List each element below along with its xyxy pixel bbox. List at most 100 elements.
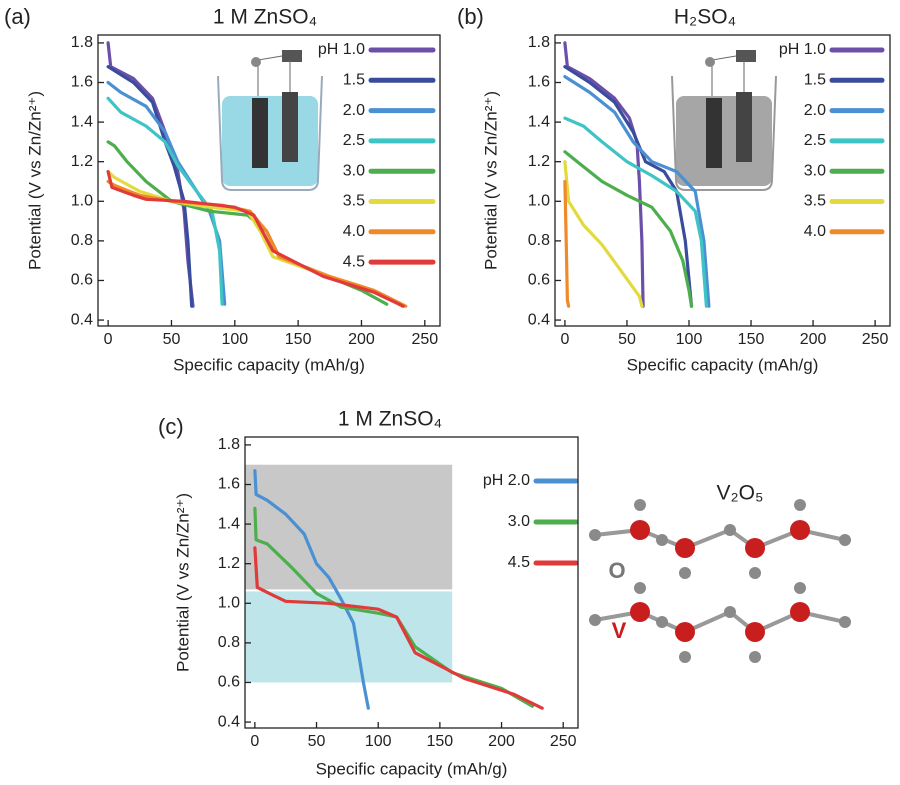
x-tick-label: 100: [365, 733, 392, 750]
o-atom: [749, 651, 761, 663]
beaker-liquid: [222, 96, 318, 186]
legend-label: 3.5: [804, 193, 826, 210]
y-tick-label: 0.4: [218, 713, 240, 730]
v2o5-structure: [589, 499, 851, 663]
v-atom: [745, 538, 765, 558]
structure-title: V₂O₅: [717, 482, 764, 505]
beaker-inset: [671, 50, 777, 191]
data-line: [563, 65, 694, 308]
v-atom: [675, 622, 695, 642]
y-axis-label: Potential (V vs Zn/Zn²⁺): [173, 493, 192, 672]
x-axis-label: Specific capacity (mAh/g): [627, 355, 819, 374]
x-tick-label: 50: [618, 331, 636, 348]
legend-label: 2.5: [804, 132, 826, 149]
chart-title: 1 M ZnSO₄: [338, 408, 442, 431]
x-tick-label: 150: [427, 733, 454, 750]
o-atom: [724, 606, 736, 618]
panel-label: (a): [4, 4, 31, 29]
o-atom: [724, 524, 736, 536]
x-tick-label: 0: [560, 331, 569, 348]
plot-frame: [554, 34, 891, 327]
beaker-liquid: [676, 96, 772, 186]
plot-frame: [244, 436, 579, 729]
legend-label: 2.0: [804, 102, 826, 119]
x-axis-label: Specific capacity (mAh/g): [173, 355, 365, 374]
data-line: [106, 41, 195, 308]
atom-label: O: [608, 558, 625, 583]
v-atom: [790, 602, 810, 622]
o-atom: [794, 499, 806, 511]
x-tick-label: 50: [163, 331, 181, 348]
legend-label: 3.0: [804, 162, 826, 179]
v-atom: [630, 520, 650, 540]
x-tick-label: 50: [308, 733, 326, 750]
x-tick-label: 200: [348, 331, 375, 348]
shaded-region: [245, 464, 453, 590]
y-axis-label: Potential (V vs Zn/Zn²⁺): [25, 91, 44, 270]
o-atom: [589, 529, 601, 541]
y-tick-label: 0.4: [528, 311, 550, 328]
meter: [282, 50, 302, 62]
legend-label: 4.5: [508, 554, 530, 571]
y-tick-label: 1.4: [71, 113, 93, 130]
y-tick-label: 1.0: [218, 595, 240, 612]
electrode: [282, 92, 298, 162]
v-atom: [630, 602, 650, 622]
y-tick-label: 1.6: [218, 476, 240, 493]
meter: [736, 50, 756, 62]
x-tick-label: 0: [104, 331, 113, 348]
data-line: [563, 75, 711, 308]
electrode: [252, 98, 268, 168]
beaker-glass: [671, 75, 777, 191]
plot-frame: [97, 34, 441, 327]
x-tick-label: 200: [488, 733, 515, 750]
y-tick-label: 0.8: [71, 232, 93, 249]
o-atom: [839, 616, 851, 628]
data-line: [253, 546, 544, 710]
data-line: [563, 179, 571, 308]
panel-label: (b): [457, 4, 484, 29]
panel-label: (c): [158, 414, 184, 439]
o-atom: [679, 651, 691, 663]
o-atom: [794, 582, 806, 594]
legend-label: pH 1.0: [779, 41, 826, 58]
y-tick-label: 1.0: [71, 193, 93, 210]
y-tick-label: 0.6: [528, 272, 550, 289]
v-atom: [790, 520, 810, 540]
legend-label: 4.5: [343, 253, 365, 270]
y-tick-label: 1.8: [71, 34, 93, 51]
y-tick-label: 0.4: [71, 311, 93, 328]
legend-label: 1.5: [343, 72, 365, 89]
o-atom: [839, 534, 851, 546]
y-tick-label: 0.6: [71, 272, 93, 289]
y-tick-label: 1.4: [528, 113, 550, 130]
beaker-inset: [217, 50, 323, 191]
y-tick-label: 0.8: [528, 232, 550, 249]
x-tick-label: 200: [800, 331, 827, 348]
data-line: [106, 96, 224, 306]
o-atom: [634, 582, 646, 594]
data-line: [106, 170, 405, 308]
o-atom: [656, 616, 668, 628]
legend-label: 2.0: [343, 102, 365, 119]
y-tick-label: 1.8: [218, 436, 240, 453]
y-tick-label: 1.2: [218, 555, 240, 572]
y-tick-label: 1.8: [528, 34, 550, 51]
y-tick-label: 1.6: [528, 74, 550, 91]
legend-label: 3.0: [508, 513, 530, 530]
legend-label: 3.0: [343, 162, 365, 179]
legend-label: 2.5: [343, 132, 365, 149]
o-atom: [589, 614, 601, 626]
atom-label: V: [612, 618, 627, 643]
x-tick-label: 250: [862, 331, 889, 348]
electrode: [736, 92, 752, 162]
ball: [251, 57, 261, 67]
y-tick-label: 1.2: [528, 153, 550, 170]
electrode: [706, 98, 722, 168]
o-atom: [679, 567, 691, 579]
x-tick-label: 150: [738, 331, 765, 348]
o-atom: [749, 567, 761, 579]
data-line: [106, 65, 194, 308]
v-atom: [675, 538, 695, 558]
